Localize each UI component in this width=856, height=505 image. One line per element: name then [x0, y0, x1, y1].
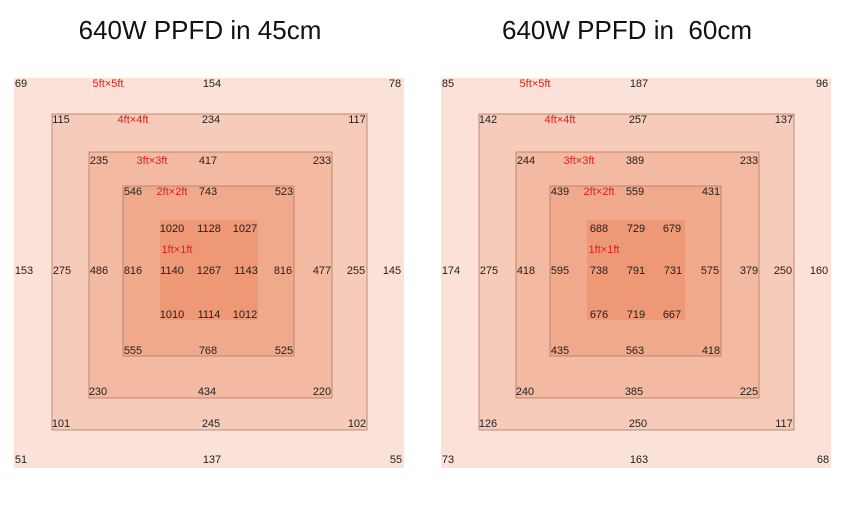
ppfd-reading: 379 [740, 265, 758, 277]
ppfd-reading: 96 [816, 78, 828, 90]
ppfd-reading: 225 [740, 386, 758, 398]
ppfd-reading: 1267 [197, 265, 221, 277]
ppfd-reading: 174 [442, 265, 460, 277]
ppfd-reading: 439 [551, 186, 569, 198]
ppfd-reading: 667 [663, 309, 681, 321]
ppfd-reading: 240 [516, 386, 534, 398]
zone-label: 4ft×4ft [118, 114, 149, 126]
ppfd-reading: 234 [202, 114, 220, 126]
ppfd-reading: 676 [590, 309, 608, 321]
zone-label: 5ft×5ft [93, 78, 124, 90]
panel-title: 640W PPFD in 45cm [79, 15, 322, 45]
ppfd-reading: 731 [664, 265, 682, 277]
ppfd-reading: 477 [313, 265, 331, 277]
ppfd-reading: 525 [275, 345, 293, 357]
ppfd-reading: 1010 [160, 309, 184, 321]
ppfd-reading: 153 [15, 265, 33, 277]
ppfd-reading: 126 [479, 418, 497, 430]
ppfd-reading: 816 [124, 265, 142, 277]
ppfd-reading: 257 [629, 114, 647, 126]
zone-label: 4ft×4ft [545, 114, 576, 126]
ppfd-reading: 78 [389, 78, 401, 90]
ppfd-reading: 768 [199, 345, 217, 357]
ppfd-reading: 275 [480, 265, 498, 277]
ppfd-reading: 738 [590, 265, 608, 277]
ppfd-reading: 187 [630, 78, 648, 90]
ppfd-reading: 389 [626, 155, 644, 167]
zone-label: 5ft×5ft [520, 78, 551, 90]
zone-label: 1ft×1ft [589, 244, 620, 256]
ppfd-reading: 101 [52, 418, 70, 430]
zone-label: 3ft×3ft [137, 155, 168, 167]
ppfd-reading: 154 [203, 78, 221, 90]
zone-label: 2ft×2ft [584, 186, 615, 198]
ppfd-reading: 555 [124, 345, 142, 357]
ppfd-reading: 791 [627, 265, 645, 277]
ppfd-reading: 431 [702, 186, 720, 198]
zone-label: 3ft×3ft [564, 155, 595, 167]
ppfd-reading: 743 [199, 186, 217, 198]
ppfd-reading: 244 [517, 155, 535, 167]
zone-label: 2ft×2ft [157, 186, 188, 198]
ppfd-reading: 102 [348, 418, 366, 430]
ppfd-reading: 719 [627, 309, 645, 321]
ppfd-reading: 255 [347, 265, 365, 277]
zone-area [160, 220, 258, 320]
ppfd-reading: 117 [348, 114, 366, 126]
ppfd-reading: 418 [517, 265, 535, 277]
zone-area [587, 220, 685, 320]
ppfd-reading: 1114 [198, 309, 221, 321]
ppfd-reading: 233 [740, 155, 758, 167]
ppfd-reading: 220 [313, 386, 331, 398]
ppfd-reading: 55 [390, 454, 402, 466]
ppfd-reading: 546 [124, 186, 142, 198]
ppfd-reading: 275 [53, 265, 71, 277]
ppfd-reading: 250 [629, 418, 647, 430]
ppfd-reading: 230 [89, 386, 107, 398]
ppfd-reading: 160 [810, 265, 828, 277]
ppfd-reading: 250 [774, 265, 792, 277]
panel-title: 640W PPFD in 60cm [502, 15, 752, 45]
ppfd-reading: 245 [202, 418, 220, 430]
ppfd-reading: 85 [442, 78, 454, 90]
ppfd-reading: 1128 [197, 223, 221, 235]
ppfd-reading: 163 [630, 454, 648, 466]
ppfd-reading: 233 [313, 155, 331, 167]
ppfd-reading: 559 [626, 186, 644, 198]
ppfd-reading: 688 [590, 223, 608, 235]
ppfd-reading: 435 [551, 345, 569, 357]
ppfd-reading: 816 [274, 265, 292, 277]
ppfd-reading: 679 [663, 223, 681, 235]
ppfd-reading: 1140 [160, 265, 184, 277]
ppfd-reading: 417 [199, 155, 217, 167]
ppfd-reading: 434 [198, 386, 216, 398]
ppfd-reading: 575 [701, 265, 719, 277]
ppfd-reading: 137 [775, 114, 793, 126]
ppfd-reading: 729 [627, 223, 645, 235]
ppfd-reading: 137 [203, 454, 221, 466]
ppfd-reading: 1012 [233, 309, 257, 321]
ppfd-reading: 418 [702, 345, 720, 357]
ppfd-reading: 68 [817, 454, 829, 466]
ppfd-reading: 563 [626, 345, 644, 357]
ppfd-reading: 1020 [160, 223, 184, 235]
ppfd-reading: 1143 [234, 265, 258, 277]
ppfd-reading: 486 [90, 265, 108, 277]
ppfd-reading: 117 [775, 418, 793, 430]
ppfd-reading: 595 [551, 265, 569, 277]
ppfd-reading: 115 [52, 114, 70, 126]
ppfd-reading: 145 [383, 265, 401, 277]
ppfd-reading: 1027 [233, 223, 257, 235]
ppfd-reading: 523 [275, 186, 293, 198]
ppfd-reading: 51 [15, 454, 27, 466]
ppfd-reading: 69 [15, 78, 27, 90]
ppfd-reading: 73 [442, 454, 454, 466]
zone-label: 1ft×1ft [162, 244, 193, 256]
ppfd-reading: 235 [90, 155, 108, 167]
ppfd-reading: 385 [625, 386, 643, 398]
ppfd-reading: 142 [479, 114, 497, 126]
